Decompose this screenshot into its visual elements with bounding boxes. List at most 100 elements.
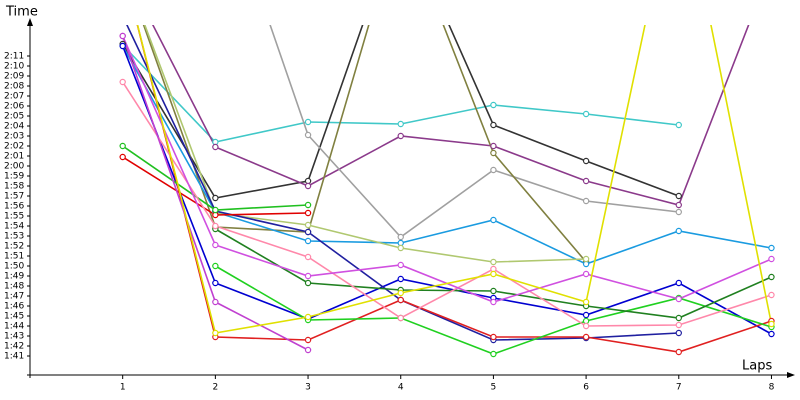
point [675,321,682,329]
series-line [122,81,772,327]
y-tick-label: 1:52 [4,242,24,252]
y-tick-label: 1:45 [4,312,24,322]
point [212,329,219,337]
y-tick-label: 1:44 [4,322,24,332]
point [212,241,219,249]
y-tick-label: 1:58 [4,182,24,192]
point [490,333,497,341]
point [675,348,682,356]
y-tick-label: 2:03 [4,132,24,142]
point [675,279,682,287]
point [768,291,775,299]
point [397,296,404,304]
point [490,166,497,174]
point [397,289,404,297]
point [768,320,775,328]
x-tick-label: 4 [398,383,404,393]
y-tick-label: 2:10 [4,62,24,72]
y-tick-label: 2:07 [4,92,24,102]
y-tick-label: 1:48 [4,282,24,292]
point [397,275,404,283]
y-tick-label: 1:43 [4,332,24,342]
series-line [136,25,772,353]
point [490,258,497,266]
x-tick-label: 5 [491,383,497,393]
point [119,153,126,161]
point [304,253,312,261]
x-tick-label: 7 [676,383,682,393]
point [212,194,219,202]
point [490,216,497,224]
point [397,244,404,252]
y-arrow [27,18,33,26]
point [119,78,126,86]
point [304,237,312,245]
point [397,132,404,140]
point [675,201,682,209]
point [119,42,126,50]
y-tick-label: 1:57 [4,192,24,202]
series-line [136,25,773,334]
point [768,244,775,252]
point [768,330,775,338]
point [304,221,312,229]
point [120,13,125,18]
y-tick-label: 2:11 [4,52,24,62]
y-tick-label: 1:55 [4,212,24,222]
x-tick-label: 2 [212,383,218,393]
point [212,298,219,306]
y-tick-label: 2:04 [4,122,24,132]
point [304,131,312,139]
y-tick-label: 1:56 [4,202,24,212]
x-tick-label: 3 [305,383,311,393]
point [490,298,497,306]
point [675,314,682,322]
series-line [121,45,772,335]
point [119,32,126,40]
point [490,142,497,150]
point [490,149,497,157]
y-tick-label: 1:41 [4,352,24,362]
x-tick-label: 1 [120,383,126,393]
point [397,261,404,269]
point [582,270,590,278]
point [582,298,590,306]
point [304,313,312,321]
y-tick-label: 2:00 [4,162,24,172]
series-line [151,25,750,206]
y-tick-label: 1:51 [4,252,24,262]
y-tick-label: 1:49 [4,272,24,282]
point [582,255,590,263]
point [768,273,775,281]
point [212,143,219,151]
x-arrow [787,372,795,378]
point [490,101,497,109]
point [675,227,682,235]
point [675,121,682,129]
x-tick-label: 6 [583,383,589,393]
point [582,177,590,185]
point [397,314,404,322]
plot [119,13,775,358]
point [304,182,312,190]
point [675,295,682,303]
point [304,209,312,217]
y-tick-label: 1:50 [4,262,24,272]
point [304,118,312,126]
point [582,197,590,205]
point [304,272,312,280]
x-tick-label: 8 [769,383,775,393]
y-tick-label: 2:05 [4,112,24,122]
point [490,270,497,278]
point [582,110,590,118]
point [768,255,775,263]
y-tick-label: 1:47 [4,292,24,302]
point [490,350,497,358]
point [304,279,312,287]
y-tick-label: 1:53 [4,232,24,242]
series-line [121,35,772,303]
point [397,120,404,128]
series-line [143,25,587,263]
y-tick-label: 2:09 [4,72,24,82]
